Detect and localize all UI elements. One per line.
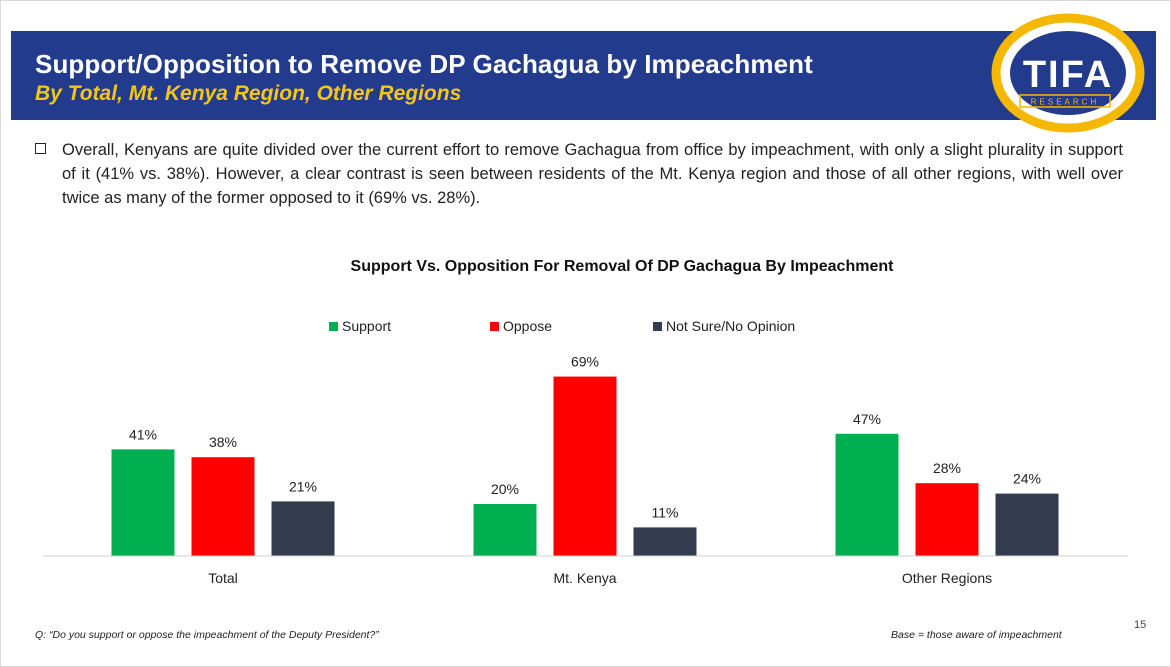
bar-1-0	[473, 504, 537, 556]
chart-title: Support Vs. Opposition For Removal Of DP…	[351, 258, 895, 275]
bar-label-0-0: 41%	[129, 426, 157, 442]
chart-bars: 41% 38% 21% 20% 69% 11% 47% 28% 24%	[111, 354, 1059, 556]
bar-label-0-2: 21%	[289, 478, 317, 494]
chart-legend: Support Oppose Not Sure/No Opinion	[329, 318, 795, 334]
page-number: 15	[1134, 619, 1147, 631]
legend-label-1: Oppose	[503, 318, 552, 334]
title-banner	[11, 31, 1156, 120]
tifa-logo: TIFA RESEARCH	[991, 13, 1145, 133]
logo-tagline: RESEARCH	[1031, 98, 1099, 107]
bar-1-1	[553, 376, 617, 556]
question-footnote: Q: “Do you support or oppose the impeach…	[35, 629, 379, 641]
bar-label-0-1: 38%	[209, 434, 237, 450]
bar-1-2	[633, 527, 697, 556]
summary-text: Overall, Kenyans are quite divided over …	[62, 141, 1123, 207]
legend-swatch-2	[653, 322, 662, 331]
bar-2-2	[995, 493, 1059, 556]
bar-0-0	[111, 449, 175, 556]
legend-swatch-1	[490, 322, 499, 331]
bar-label-1-0: 20%	[491, 481, 519, 497]
bar-label-1-2: 11%	[652, 504, 679, 520]
bar-2-1	[915, 483, 979, 556]
slide-subtitle: By Total, Mt. Kenya Region, Other Region…	[35, 82, 462, 105]
legend-swatch-0	[329, 322, 338, 331]
bar-label-2-1: 28%	[933, 460, 961, 476]
base-footnote: Base = those aware of impeachment	[891, 629, 1062, 641]
slide-title: Support/Opposition to Remove DP Gachagua…	[35, 49, 813, 79]
checkbox-bullet-icon	[35, 143, 46, 154]
logo-text: TIFA	[1023, 54, 1113, 96]
legend-label-0: Support	[342, 318, 391, 334]
x-axis-labels: Total Mt. Kenya Other Regions	[208, 570, 992, 586]
x-tick-label-1: Mt. Kenya	[553, 570, 616, 586]
bar-label-1-1: 69%	[571, 354, 599, 370]
bar-label-2-0: 47%	[853, 411, 881, 427]
x-tick-label-0: Total	[208, 570, 238, 586]
bar-2-0	[835, 433, 899, 556]
bar-0-2	[271, 501, 335, 556]
bar-label-2-2: 24%	[1013, 471, 1041, 487]
x-tick-label-2: Other Regions	[902, 570, 992, 586]
legend-label-2: Not Sure/No Opinion	[666, 318, 795, 334]
summary-bullet: Overall, Kenyans are quite divided over …	[35, 138, 1123, 210]
bar-0-1	[191, 457, 255, 556]
